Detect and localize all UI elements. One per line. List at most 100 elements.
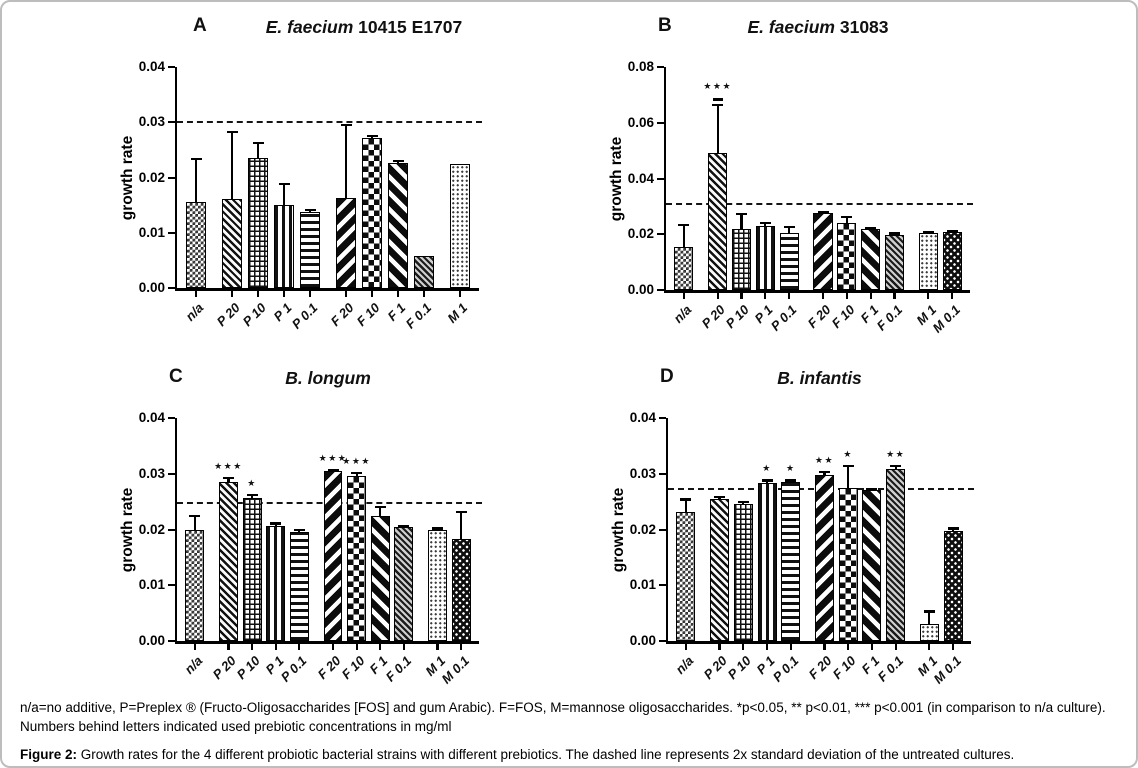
bar-p-0-1 [781, 482, 801, 641]
x-category-label: F 0.1 [403, 300, 435, 332]
bar-m-1 [919, 623, 939, 641]
y-tick-mark [167, 640, 175, 643]
x-tick-mark [308, 291, 312, 297]
y-tick-mark [656, 289, 664, 292]
bar-m-1 [428, 530, 447, 641]
x-category-label: F 20 [314, 653, 344, 683]
error-bar-cap [327, 468, 339, 472]
error-bar-cap [819, 470, 830, 473]
bar-p-20 [708, 153, 728, 290]
error-bar-cap [189, 514, 201, 517]
bar-n-a [185, 529, 205, 641]
x-tick-mark [870, 644, 874, 650]
y-tick-label: 0.04 [629, 409, 656, 425]
error-bar [256, 143, 260, 159]
error-bar [282, 183, 286, 205]
title-plain: 10415 E1707 [353, 17, 463, 37]
x-category-label: F 0.1 [874, 653, 907, 685]
x-category-label: M 1 [444, 300, 471, 326]
error-bar-cap [841, 215, 853, 219]
y-tick-label: 0.02 [627, 226, 654, 241]
x-tick-mark [436, 644, 439, 650]
y-tick-mark [656, 177, 664, 180]
x-tick-mark [716, 293, 719, 299]
x-tick-mark [250, 644, 254, 650]
bar-n-a [185, 201, 207, 288]
error-bar-cap [761, 479, 773, 482]
y-tick-mark [167, 584, 175, 587]
panel-letter-b: B [658, 15, 672, 36]
error-bar-cap [842, 464, 854, 468]
bar-m-1 [449, 164, 471, 288]
significance-stars: ★★★ [214, 461, 243, 472]
x-tick-mark [765, 644, 769, 650]
error-bar-cap [737, 501, 749, 504]
significance-stars: ★ [785, 464, 796, 475]
y-tick-label: 0.00 [627, 281, 654, 297]
y-tick-label: 0.03 [138, 465, 165, 481]
error-bar-cap [946, 230, 958, 233]
x-category-label: P 20 [701, 653, 731, 683]
y-tick-mark [658, 584, 666, 587]
y-tick-mark [167, 417, 175, 420]
y-axis-label: growth rate [608, 136, 625, 221]
y-tick-label: 0.04 [138, 409, 165, 425]
bar-f-20 [335, 197, 357, 288]
error-bar [344, 125, 348, 198]
threshold-dashed-line [177, 121, 482, 124]
title-italic: E. faecium [265, 17, 354, 37]
y-tick-mark [656, 121, 664, 124]
chart-panel-d: D B. infantis growth rate 0.00 0.01 0.02 0.… [610, 366, 974, 687]
y-tick-mark [658, 417, 666, 420]
y-tick-mark [167, 121, 175, 124]
x-category-label: P 20 [213, 300, 243, 330]
x-tick-mark [821, 293, 825, 299]
bar-n-a [674, 247, 694, 290]
error-bar-cap [712, 103, 724, 106]
error-bar [193, 515, 196, 530]
bar-p-20 [221, 199, 243, 288]
x-category-label: F 20 [327, 300, 357, 330]
x-tick-mark [230, 291, 234, 297]
y-axis-label: growth rate [119, 487, 136, 572]
x-category-label: n/a [670, 302, 695, 326]
y-tick-label: 0.06 [627, 114, 654, 130]
x-category-label: P 20 [209, 653, 240, 683]
bar-p-10 [242, 497, 262, 641]
panel-title-a: E. faecium 10415 E1707 [177, 17, 515, 38]
y-tick-mark [656, 233, 664, 236]
significance-stars: ★★ [814, 455, 835, 466]
x-category-label: P 10 [233, 653, 263, 683]
error-bar-cap [340, 124, 352, 127]
title-plain: 31083 [835, 17, 889, 37]
caption-figure-text: Growth rates for the 4 different probiot… [80, 747, 1015, 763]
x-tick-mark [789, 644, 792, 650]
error-bar-cap [293, 528, 305, 531]
y-tick-label: 0.02 [138, 521, 165, 537]
error-bar-cap [222, 476, 234, 479]
x-category-label: P 0.1 [768, 302, 800, 334]
error-bar [847, 465, 850, 488]
x-category-label: P 0.1 [288, 300, 321, 332]
y-axis-label: growth rate [119, 135, 136, 220]
significance-stars: ★★ [886, 449, 906, 460]
error-bar [894, 465, 897, 470]
error-bar-cap [890, 464, 902, 468]
x-tick-mark [379, 644, 382, 650]
bar-f-0-1 [886, 469, 906, 641]
error-bar-cap [923, 610, 935, 613]
x-tick-mark [370, 291, 374, 297]
error-bar [928, 611, 931, 624]
x-category-label: P 0.1 [278, 653, 310, 685]
error-bar-cap [680, 498, 692, 501]
y-tick-label: 0.00 [138, 279, 165, 295]
x-tick-mark [684, 644, 687, 650]
panel-title-d: B. infantis [668, 368, 971, 389]
bar-f-20 [815, 474, 834, 641]
y-tick-label: 0.00 [629, 632, 656, 648]
y-tick-label: 0.04 [138, 58, 165, 74]
error-bar-cap [783, 226, 795, 229]
significance-dash [712, 97, 723, 102]
error-bar-cap [678, 224, 690, 227]
error-bar [684, 499, 687, 512]
